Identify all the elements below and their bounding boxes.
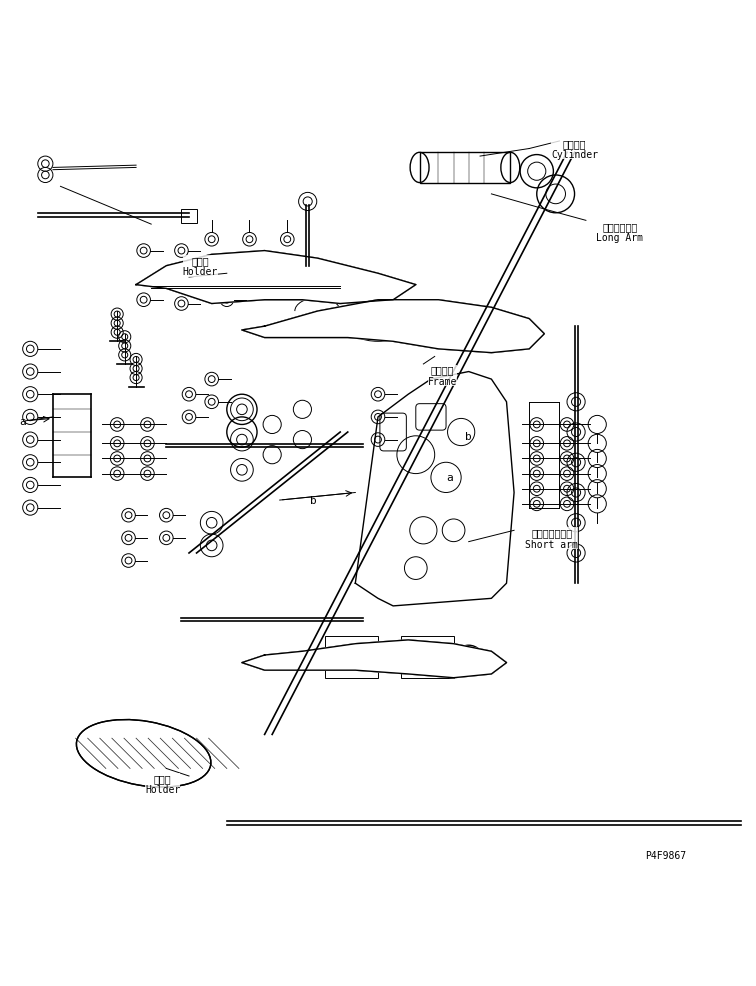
Bar: [181, 210, 197, 224]
Text: シリンダ
Cylinder: シリンダ Cylinder: [551, 139, 598, 160]
Polygon shape: [136, 251, 416, 305]
Polygon shape: [242, 640, 507, 678]
Text: ホルダ
Holder: ホルダ Holder: [145, 773, 180, 795]
Bar: [401, 637, 454, 678]
Text: b: b: [311, 496, 317, 506]
Text: a: a: [20, 416, 26, 426]
Text: ショートアーム
Short arm: ショートアーム Short arm: [525, 528, 578, 549]
Polygon shape: [242, 301, 544, 353]
Ellipse shape: [76, 720, 211, 787]
Text: P4F9867: P4F9867: [645, 851, 686, 861]
Text: ロングアーム
Long Arm: ロングアーム Long Arm: [596, 222, 643, 244]
Bar: [325, 637, 378, 678]
Text: フレーム
Frame: フレーム Frame: [428, 365, 457, 387]
Text: b: b: [466, 431, 472, 442]
Bar: [420, 153, 510, 183]
Text: ホルダ
Holder: ホルダ Holder: [183, 255, 218, 277]
Text: a: a: [447, 473, 453, 483]
